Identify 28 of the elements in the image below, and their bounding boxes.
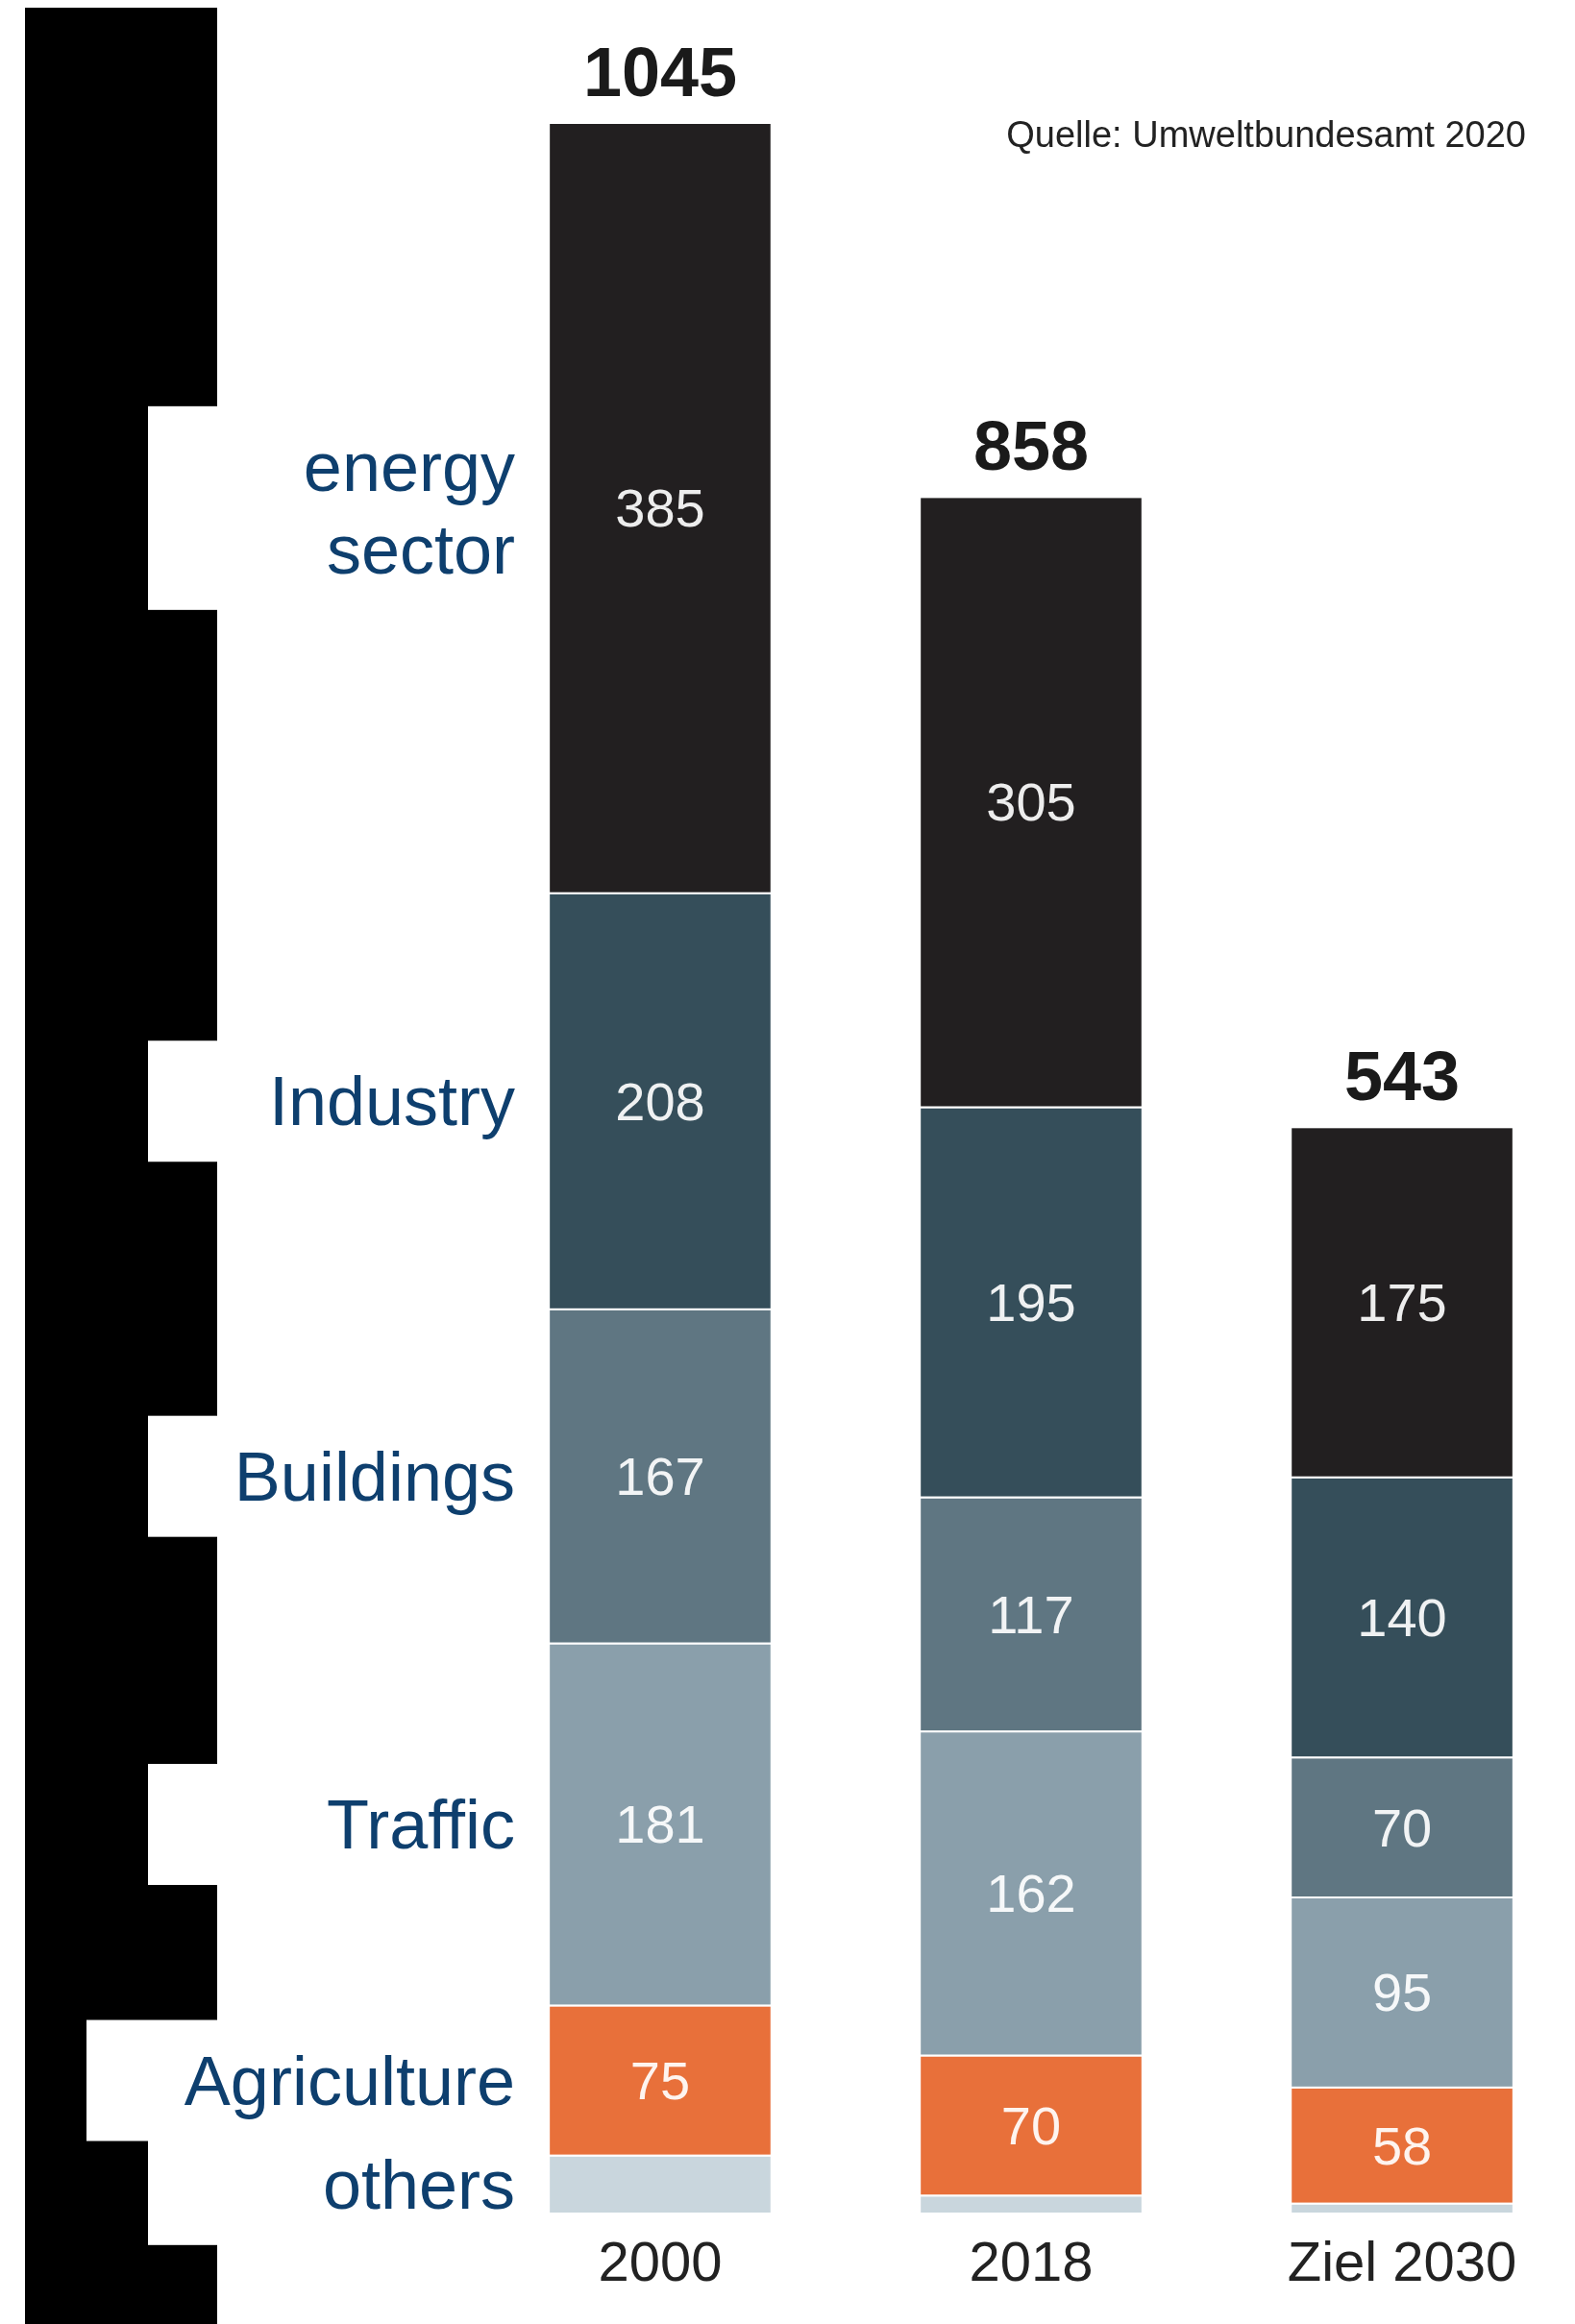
x-tick-label: 2000 xyxy=(598,2230,723,2292)
data-label: 117 xyxy=(988,1583,1074,1645)
series-label: energy sector xyxy=(303,428,515,588)
data-label: 181 xyxy=(615,1794,705,1855)
series-label: Buildings xyxy=(234,1437,515,1515)
data-label: 70 xyxy=(1000,2094,1062,2156)
series-label: Traffic xyxy=(326,1785,515,1863)
annotation: Quelle: Umweltbundesamt 2020 xyxy=(1006,114,1526,155)
data-label: 140 xyxy=(1357,1586,1447,1648)
total-label: 1045 xyxy=(582,34,738,110)
data-label: 195 xyxy=(986,1272,1076,1333)
data-label: 175 xyxy=(1357,1272,1447,1333)
total-label: 858 xyxy=(972,407,1090,485)
data-label: 385 xyxy=(615,477,705,539)
x-tick-label: Ziel 2030 xyxy=(1287,2230,1517,2292)
x-tick-label: 2018 xyxy=(969,2230,1094,2292)
data-label: 208 xyxy=(615,1070,705,1132)
data-label: 167 xyxy=(615,1446,705,1507)
data-label: 305 xyxy=(986,771,1076,833)
data-label: 58 xyxy=(1371,2115,1433,2176)
series-label: others xyxy=(322,2145,515,2223)
total-label: 543 xyxy=(1343,1038,1461,1115)
series-label: Agriculture xyxy=(184,2042,515,2119)
data-label: 162 xyxy=(986,1863,1076,1924)
data-label: 95 xyxy=(1371,1962,1433,2023)
data-label: 75 xyxy=(629,2050,691,2112)
series-label: Industry xyxy=(268,1063,515,1140)
data-label: 70 xyxy=(1371,1797,1433,1858)
